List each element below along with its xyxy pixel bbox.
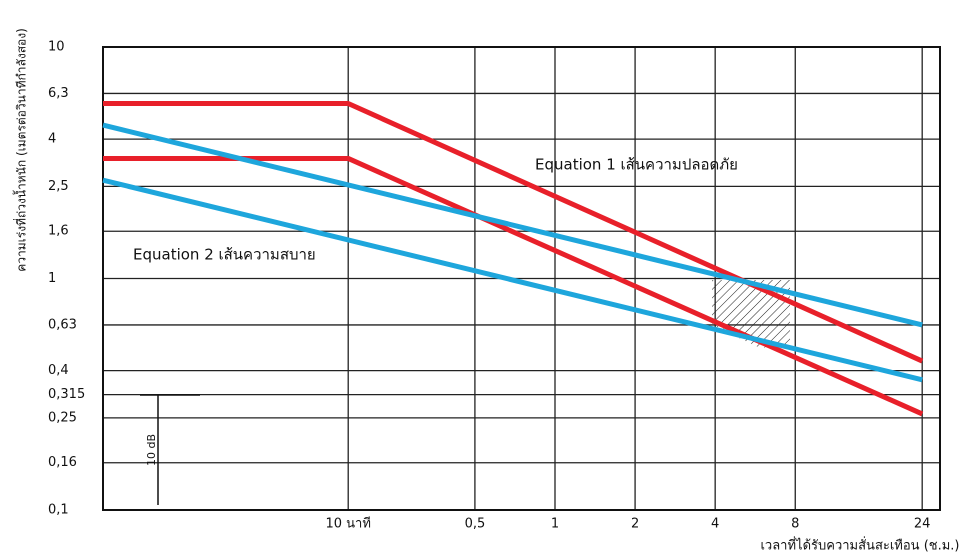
series-line xyxy=(102,177,923,383)
y-tick-label: 0,16 xyxy=(48,455,77,470)
x-tick-label: 1 xyxy=(551,517,559,532)
y-axis-label: ความเร่งที่ถ่วงน้ำหนัก (เมตรต่อวินาทีกำล… xyxy=(13,28,29,272)
series-line xyxy=(103,155,924,417)
y-tick-label: 2,5 xyxy=(48,179,69,194)
y-tick-label: 0,1 xyxy=(48,503,69,518)
x-tick-label: 24 xyxy=(914,517,931,532)
annotation: 10 dB xyxy=(145,434,158,466)
annotation: Equation 2 เส้นความสบาย xyxy=(133,246,316,264)
x-tick-label: 8 xyxy=(791,517,799,532)
plot-frame xyxy=(102,46,941,511)
y-tick-label: 10 xyxy=(48,40,65,55)
y-tick-label: 1 xyxy=(48,271,56,286)
x-tick-label: 0,5 xyxy=(465,517,486,532)
y-tick-label: 4 xyxy=(48,132,56,147)
y-tick-label: 6,3 xyxy=(48,86,69,101)
y-tick-label: 0,4 xyxy=(48,363,69,378)
x-axis-label: เวลาที่ได้รับความสั่นสะเทือน (ช.ม.) xyxy=(760,537,959,554)
y-tick-label: 0,315 xyxy=(48,387,85,402)
x-tick-label: 10 นาที xyxy=(325,516,370,532)
y-tick-label: 0,63 xyxy=(48,317,77,332)
x-tick-label: 4 xyxy=(711,517,719,532)
series-line xyxy=(102,122,923,328)
x-tick-label: 2 xyxy=(631,517,639,532)
series-line xyxy=(103,101,924,364)
y-tick-label: 0,25 xyxy=(48,410,77,425)
y-tick-label: 1,6 xyxy=(48,224,69,239)
annotation: Equation 1 เส้นความปลอดภัย xyxy=(535,156,738,174)
